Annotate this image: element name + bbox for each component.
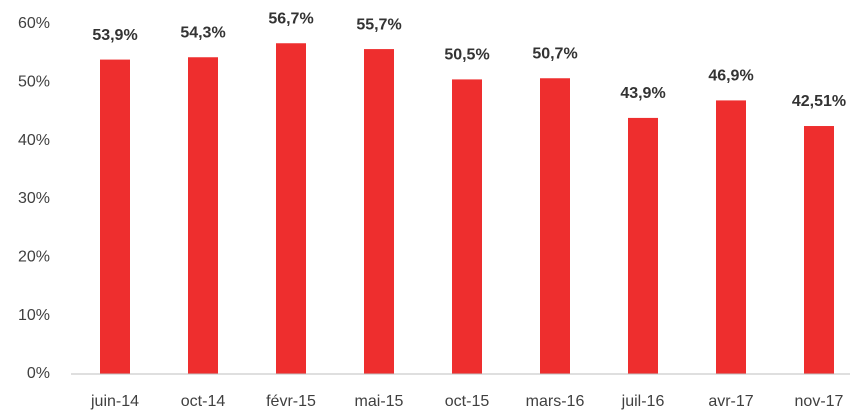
bar <box>628 117 658 375</box>
bar <box>188 57 218 374</box>
bar <box>452 79 482 375</box>
y-tick-label: 20% <box>18 249 50 266</box>
x-tick-label: avr-17 <box>708 393 753 410</box>
bar <box>276 43 306 374</box>
bar <box>100 59 130 374</box>
value-label: 56,7% <box>268 10 313 27</box>
y-tick-label: 0% <box>27 365 50 382</box>
value-label: 54,3% <box>180 24 225 41</box>
value-label: 50,7% <box>532 45 577 62</box>
bar <box>540 78 570 374</box>
x-tick-label: juil-16 <box>621 393 665 410</box>
x-tick-label: févr-15 <box>266 393 316 410</box>
y-tick-label: 40% <box>18 132 50 149</box>
x-tick-label: oct-14 <box>181 393 226 410</box>
value-label: 43,9% <box>620 85 665 102</box>
bar <box>804 126 834 375</box>
y-tick-label: 60% <box>18 15 50 32</box>
value-label: 50,5% <box>444 47 489 64</box>
x-tick-label: mai-15 <box>355 393 404 410</box>
x-tick-label: juin-14 <box>90 393 139 410</box>
x-tick-label: mars-16 <box>526 393 585 410</box>
value-label: 46,9% <box>708 68 753 85</box>
y-tick-label: 10% <box>18 307 50 324</box>
x-tick-label: nov-17 <box>795 393 844 410</box>
y-tick-label: 30% <box>18 190 50 207</box>
value-label: 53,9% <box>92 27 137 44</box>
x-tick-label: oct-15 <box>445 393 490 410</box>
value-label: 42,51% <box>792 93 846 110</box>
bar <box>716 100 746 375</box>
y-tick-label: 50% <box>18 74 50 91</box>
value-label: 55,7% <box>356 16 401 33</box>
bar <box>364 49 394 374</box>
